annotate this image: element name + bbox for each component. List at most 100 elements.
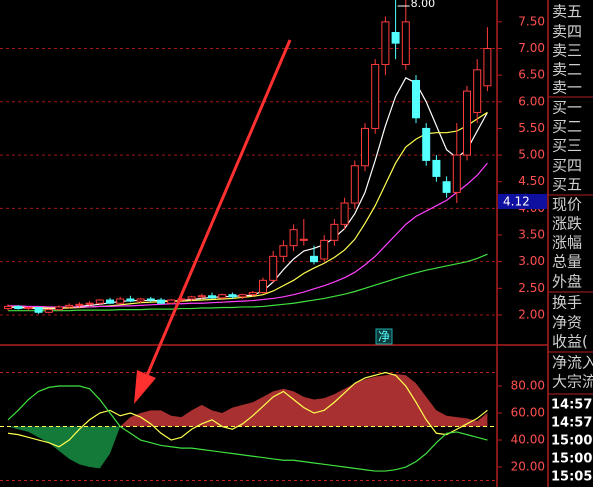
candle-body <box>208 295 216 299</box>
trade-time: 15:00 <box>551 452 592 467</box>
candle-body <box>473 69 482 113</box>
quote-label: 卖三 <box>552 42 582 60</box>
candle-body <box>269 255 278 281</box>
candle-body <box>218 294 227 299</box>
candle-body <box>4 305 12 310</box>
indicator-tag: 净 <box>378 330 390 344</box>
candle-body <box>85 302 94 305</box>
indicator-line <box>7 371 488 448</box>
candle-body <box>401 21 410 65</box>
trade-time: 15:00 <box>551 434 592 449</box>
y-tick-label: 7.00 <box>518 41 545 55</box>
y-tick-label: 5.50 <box>518 121 545 135</box>
candle-body <box>228 294 237 298</box>
candle-body <box>157 299 165 304</box>
y-tick-label: 60.00 <box>511 406 545 420</box>
trade-time: 15:05 <box>551 470 592 485</box>
candle-body <box>463 90 471 156</box>
candle-body <box>44 309 53 313</box>
candle-body <box>197 295 206 298</box>
candle-body <box>75 303 84 306</box>
y-tick-label: 4.50 <box>518 174 545 188</box>
area-positive <box>120 373 488 427</box>
candle-body <box>422 127 431 161</box>
quote-label: 买五 <box>552 176 582 194</box>
candle-body <box>65 304 74 308</box>
y-tick-label: 40.00 <box>511 433 545 447</box>
candle-body <box>95 299 104 304</box>
candle-body <box>432 159 441 177</box>
y-tick-label: 6.00 <box>518 94 545 108</box>
quote-label: 大宗流 <box>552 373 593 391</box>
candle-body <box>483 47 492 87</box>
candle-body <box>14 305 23 310</box>
candle-body <box>381 21 390 65</box>
quote-label: 买四 <box>552 157 582 175</box>
y-tick-label: 5.00 <box>518 148 545 162</box>
candle-body <box>452 154 461 193</box>
candle-body <box>340 202 349 225</box>
quote-label: 换手 <box>552 294 582 312</box>
high-label: 8.00 <box>411 0 436 10</box>
y-tick-label: 2.00 <box>518 307 545 321</box>
indicator-line <box>8 253 488 312</box>
quote-label: 买一 <box>552 99 582 117</box>
candle-body <box>320 239 329 260</box>
quote-label: 总量 <box>552 253 582 271</box>
quote-label: 涨幅 <box>552 234 582 252</box>
quote-label: 卖二 <box>552 61 582 79</box>
price-box <box>498 193 547 209</box>
quote-label: 卖五 <box>552 3 582 21</box>
quote-label: 净资 <box>552 314 582 332</box>
candle-body <box>187 296 196 300</box>
candle-body <box>106 299 114 304</box>
quote-label: 买二 <box>552 118 582 136</box>
candle-body <box>238 294 247 298</box>
candle-body <box>299 238 308 241</box>
candle-body <box>289 229 298 247</box>
quote-label: 卖一 <box>552 79 582 97</box>
arrow <box>134 39 292 404</box>
quote-label: 涨跌 <box>552 215 582 233</box>
indicator-line <box>7 77 488 310</box>
candle-body <box>330 223 339 241</box>
candle-body <box>259 279 267 294</box>
candle-body <box>442 181 451 193</box>
y-tick-label: 3.50 <box>518 228 545 242</box>
y-tick-label: 80.00 <box>511 379 545 393</box>
candle-body <box>136 298 145 302</box>
quote-label: 买三 <box>552 137 582 155</box>
trade-time: 14:57 <box>551 398 592 413</box>
candle-body <box>310 255 318 263</box>
candle-body <box>412 79 420 119</box>
trade-time: 14:57 <box>551 416 592 431</box>
quote-label: 现价 <box>552 196 582 214</box>
area-negative <box>8 426 488 469</box>
price-label: 4.12 <box>503 194 530 208</box>
indicator-line <box>7 385 488 472</box>
quote-label: 净流入 <box>552 354 593 372</box>
candle-body <box>391 32 400 44</box>
candle-body <box>361 127 369 167</box>
candle-body <box>279 245 288 257</box>
candle-body <box>24 306 33 310</box>
candle-body <box>350 165 359 204</box>
y-tick-label: 20.00 <box>511 460 545 474</box>
candle-body <box>116 298 125 304</box>
y-tick-label: 7.50 <box>518 14 545 28</box>
candle-body <box>167 299 176 304</box>
indicator-tag-box <box>375 328 393 345</box>
quote-label: 外盘 <box>552 273 582 291</box>
y-tick-label: 2.50 <box>518 281 545 295</box>
candle-body <box>34 306 43 313</box>
candle-body <box>371 63 380 129</box>
indicator-line <box>8 162 488 308</box>
y-tick-label: 3.00 <box>518 254 545 268</box>
candle-body <box>248 292 257 296</box>
candle-body <box>146 298 155 301</box>
candle-body <box>55 306 63 311</box>
candle-body <box>126 298 135 302</box>
quote-label: 卖四 <box>552 23 582 41</box>
